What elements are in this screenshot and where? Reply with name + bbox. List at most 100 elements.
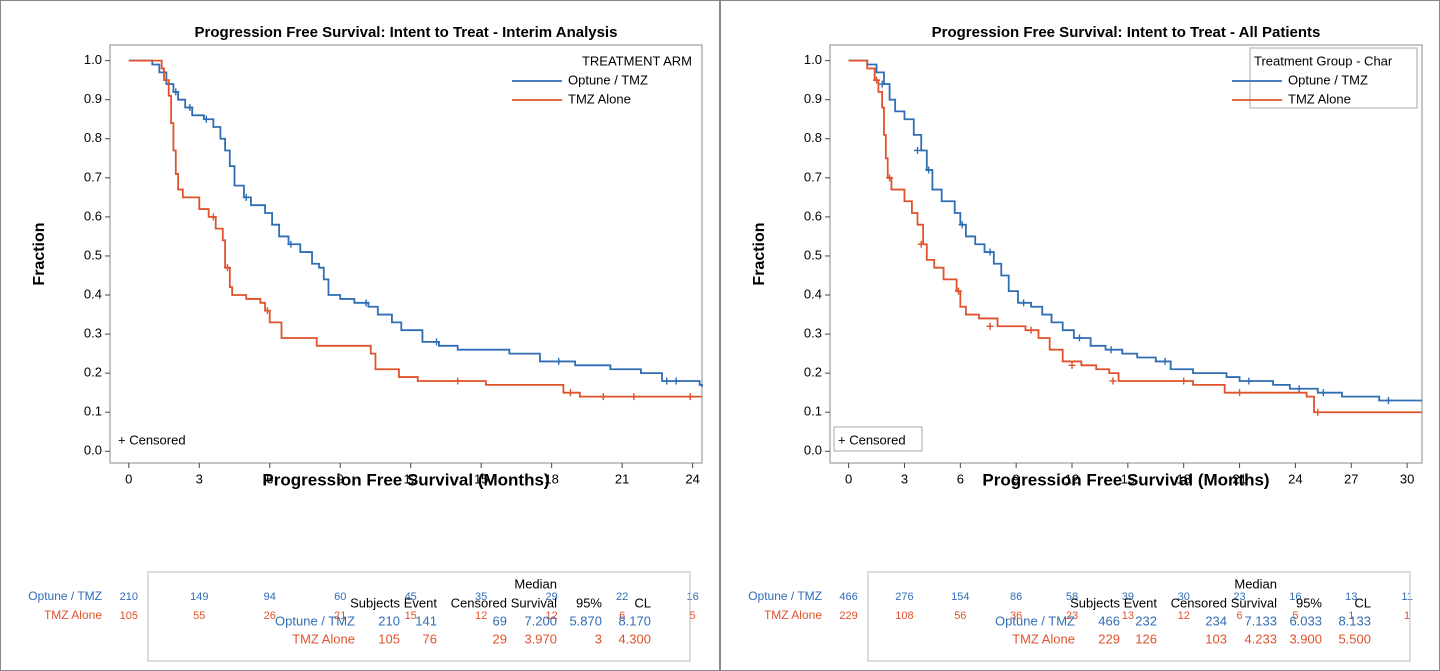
at-risk-count: 13	[1122, 610, 1134, 622]
summary-row-label: Optune / TMZ	[275, 613, 355, 628]
x-tick-label: 6	[957, 471, 964, 486]
y-tick-label: 1.0	[84, 52, 102, 67]
censor-mark	[686, 393, 694, 401]
censor-legend-box	[833, 426, 923, 452]
summary-header: Event	[1124, 595, 1158, 610]
summary-cell: 7.200	[524, 613, 557, 628]
at-risk-count: 23	[1066, 610, 1078, 622]
censor-mark	[878, 80, 886, 88]
y-tick-label: 0.9	[804, 91, 822, 106]
survival-curve	[128, 59, 702, 398]
y-tick-label: 0.1	[804, 404, 822, 419]
summary-header: 95%	[576, 595, 602, 610]
x-axis-title: Progression Free Survival (Months)	[262, 470, 549, 489]
chart-panel: Progression Free Survival: Intent to Tre…	[0, 0, 720, 671]
summary-header: Survival	[511, 595, 557, 610]
summary-box	[867, 571, 1411, 662]
censor-legend: + Censored	[838, 432, 906, 447]
at-risk-count: 12	[546, 610, 558, 622]
censor-mark	[663, 377, 671, 385]
censor-mark	[433, 338, 441, 346]
summary-cell: 6.033	[1289, 613, 1322, 628]
summary-cell: 69	[493, 613, 507, 628]
summary-row-label: Optune / TMZ	[995, 613, 1075, 628]
at-risk-count: 39	[1122, 591, 1134, 603]
censor-mark	[886, 174, 894, 182]
x-tick-label: 0	[845, 471, 852, 486]
legend-label: TMZ Alone	[568, 91, 631, 106]
at-risk-count: 60	[334, 591, 346, 603]
at-risk-count: 12	[475, 610, 487, 622]
x-tick-label: 0	[125, 471, 132, 486]
censor-mark	[566, 389, 574, 397]
summary-cell: 3.900	[1289, 631, 1322, 646]
x-tick-label: 18	[544, 471, 558, 486]
y-tick-label: 0.7	[804, 169, 822, 184]
censor-mark	[986, 322, 994, 330]
summary-header: Median	[1234, 576, 1277, 591]
at-risk-count: 466	[839, 591, 857, 603]
summary-cell: 141	[415, 613, 437, 628]
at-risk-count: 15	[405, 610, 417, 622]
summary-row-label: TMZ Alone	[292, 631, 355, 646]
censor-mark	[186, 104, 194, 112]
at-risk-count: 12	[1178, 610, 1190, 622]
y-tick-label: 0.0	[84, 443, 102, 458]
y-tick-label: 0.5	[84, 247, 102, 262]
at-risk-count: 149	[190, 591, 208, 603]
y-tick-label: 0.8	[84, 130, 102, 145]
at-risk-label: TMZ Alone	[44, 608, 102, 622]
summary-cell: 7.133	[1244, 613, 1277, 628]
summary-cell: 5.870	[569, 613, 602, 628]
x-tick-label: 3	[901, 471, 908, 486]
summary-header: Subjects	[1070, 595, 1120, 610]
censor-mark	[1295, 385, 1303, 393]
censor-mark	[1236, 389, 1244, 397]
summary-cell: 229	[1098, 631, 1120, 646]
legend-label: Optune / TMZ	[568, 72, 648, 87]
summary-cell: 105	[378, 631, 400, 646]
at-risk-count: 210	[120, 591, 138, 603]
y-tick-label: 0.5	[804, 247, 822, 262]
survival-curve	[848, 59, 1422, 414]
censor-mark	[1075, 334, 1083, 342]
summary-header: Censored	[451, 595, 507, 610]
summary-cell: 234	[1205, 613, 1227, 628]
censor-mark	[1384, 396, 1392, 404]
x-tick-label: 9	[1013, 471, 1020, 486]
censor-mark	[555, 357, 563, 365]
x-tick-label: 3	[196, 471, 203, 486]
censor-mark	[925, 166, 933, 174]
y-tick-label: 0.8	[804, 130, 822, 145]
summary-cell: 76	[423, 631, 437, 646]
summary-row-label: TMZ Alone	[1012, 631, 1075, 646]
x-tick-label: 12	[1065, 471, 1079, 486]
censor-mark	[672, 377, 680, 385]
censor-mark	[630, 393, 638, 401]
at-risk-count: 105	[120, 610, 138, 622]
censor-mark	[913, 146, 921, 154]
summary-cell: 3.970	[524, 631, 557, 646]
at-risk-count: 21	[334, 610, 346, 622]
at-risk-count: 58	[1066, 591, 1078, 603]
summary-cell: 8.170	[618, 613, 651, 628]
chart-panel: Progression Free Survival: Intent to Tre…	[720, 0, 1440, 671]
censor-mark	[1068, 361, 1076, 369]
summary-cell: 103	[1205, 631, 1227, 646]
y-axis-title: Fraction	[31, 222, 48, 285]
at-risk-count: 16	[1289, 591, 1301, 603]
at-risk-count: 94	[264, 591, 276, 603]
summary-header: Subjects	[350, 595, 400, 610]
censor-mark	[202, 115, 210, 123]
survival-curve	[128, 59, 703, 387]
y-tick-label: 0.3	[804, 326, 822, 341]
x-tick-label: 15	[1121, 471, 1135, 486]
censor-mark	[263, 307, 271, 315]
y-tick-label: 1.0	[804, 52, 822, 67]
summary-cell: 210	[378, 613, 400, 628]
censor-mark	[172, 88, 180, 96]
at-risk-count: 16	[686, 591, 698, 603]
legend-title: TREATMENT ARM	[582, 53, 692, 68]
censor-mark	[1027, 326, 1035, 334]
